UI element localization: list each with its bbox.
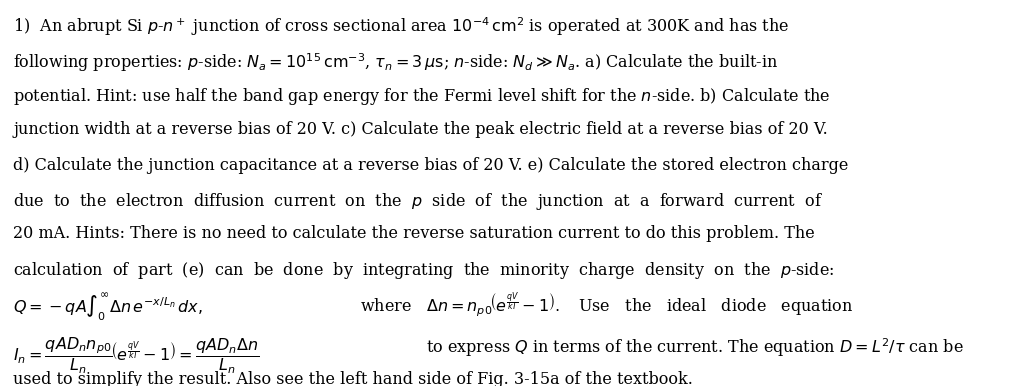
Text: where   $\Delta n = n_{p0}\!\left(e^{\frac{qV}{kT}} - 1\right).$   Use   the   i: where $\Delta n = n_{p0}\!\left(e^{\frac… [345, 291, 853, 320]
Text: to express $Q$ in terms of the current. The equation $D = L^2/\tau$ can be: to express $Q$ in terms of the current. … [426, 336, 964, 359]
Text: used to simplify the result. Also see the left hand side of Fig. 3-15a of the te: used to simplify the result. Also see th… [13, 371, 693, 386]
Text: junction width at a reverse bias of 20 V. c) Calculate the peak electric field a: junction width at a reverse bias of 20 V… [13, 122, 827, 139]
Text: 1)  An abrupt Si $p$-$n^+$ junction of cross sectional area $10^{-4}\,\mathrm{cm: 1) An abrupt Si $p$-$n^+$ junction of cr… [13, 16, 790, 39]
Text: $I_n = \dfrac{qAD_n n_{p0}}{L_n}\!\left(e^{\frac{qV}{kT}} - 1\right) = \dfrac{qA: $I_n = \dfrac{qAD_n n_{p0}}{L_n}\!\left(… [13, 336, 260, 376]
Text: $Q = -qA\int_0^{\infty} \Delta n\, e^{-x/L_n}\, dx,$: $Q = -qA\int_0^{\infty} \Delta n\, e^{-x… [13, 291, 203, 323]
Text: due  to  the  electron  diffusion  current  on  the  $p$  side  of  the  junctio: due to the electron diffusion current on… [13, 191, 823, 212]
Text: d) Calculate the junction capacitance at a reverse bias of 20 V. e) Calculate th: d) Calculate the junction capacitance at… [13, 157, 849, 174]
Text: 20 mA. Hints: There is no need to calculate the reverse saturation current to do: 20 mA. Hints: There is no need to calcul… [13, 225, 815, 242]
Text: potential. Hint: use half the band gap energy for the Fermi level shift for the : potential. Hint: use half the band gap e… [13, 86, 830, 107]
Text: calculation  of  part  (e)  can  be  done  by  integrating  the  minority  charg: calculation of part (e) can be done by i… [13, 260, 835, 281]
Text: following properties: $p$-side: $N_a = 10^{15}\,\mathrm{cm}^{-3}$, $\tau_n = 3\,: following properties: $p$-side: $N_a = 1… [13, 51, 778, 74]
